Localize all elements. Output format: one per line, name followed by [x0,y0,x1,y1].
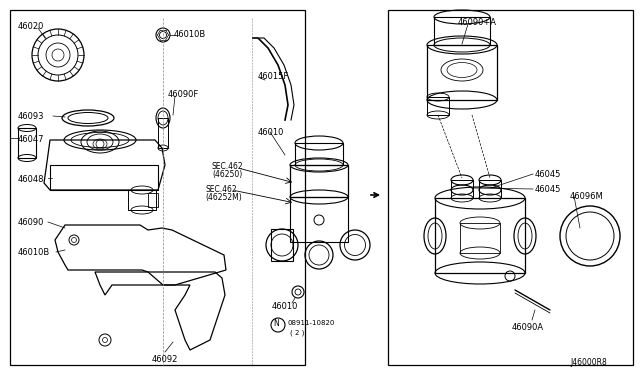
Text: ( 2 ): ( 2 ) [290,330,305,337]
Bar [427,45,497,100]
Bar [50,165,158,190]
Bar [290,165,348,197]
Bar [451,180,473,198]
Text: 46047: 46047 [18,135,45,144]
Text: SEC.462: SEC.462 [212,162,244,171]
Bar [128,190,156,210]
Text: 08911-10820: 08911-10820 [287,320,334,326]
Text: 46020: 46020 [18,22,44,31]
Text: 46090A: 46090A [512,323,544,332]
Text: 46045: 46045 [535,170,561,179]
Text: 46045: 46045 [535,185,561,194]
Text: 46096M: 46096M [570,192,604,201]
Bar [271,229,293,261]
Text: 46090+A: 46090+A [458,18,497,27]
Bar [435,198,525,273]
Bar [434,17,490,45]
Text: 46093: 46093 [18,112,45,121]
Bar [479,180,501,198]
Text: 46015F: 46015F [258,72,289,81]
Text: N: N [273,318,279,327]
Text: SEC.462: SEC.462 [205,185,237,194]
Bar [10,10,305,365]
Bar [295,143,343,165]
Bar [388,10,633,365]
Bar [290,197,348,242]
Bar [18,128,36,158]
Text: 46010B: 46010B [174,30,206,39]
Text: J46000R8: J46000R8 [570,358,607,367]
Text: 46092: 46092 [152,355,179,364]
Bar [148,193,158,207]
Text: 46048: 46048 [18,175,45,184]
Bar [158,118,168,148]
Bar [427,97,449,115]
Text: (46250): (46250) [212,170,243,179]
Text: 46010: 46010 [258,128,284,137]
Text: 46010B: 46010B [18,248,51,257]
Text: 46010: 46010 [272,302,298,311]
Text: 46090: 46090 [18,218,44,227]
Bar [460,223,500,253]
Text: (46252M): (46252M) [205,193,242,202]
Text: 46090F: 46090F [168,90,199,99]
